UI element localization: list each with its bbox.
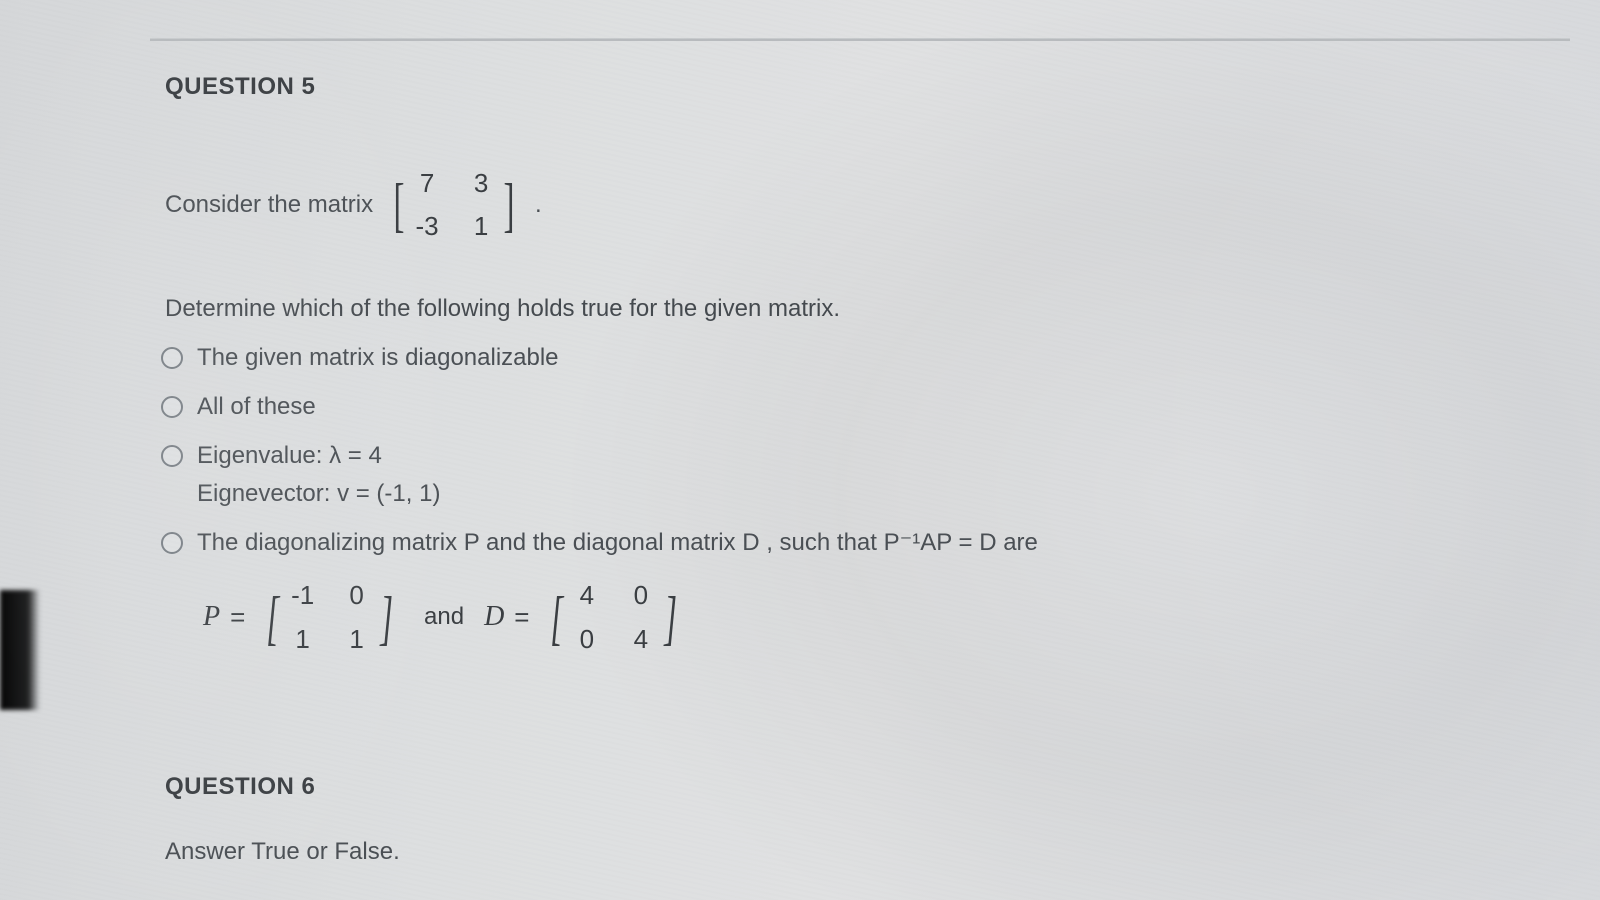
radio-icon	[161, 445, 183, 467]
radio-icon	[161, 347, 183, 369]
question-5-instruction: Determine which of the following holds t…	[165, 292, 1560, 327]
option-2[interactable]: All of these	[161, 390, 1560, 425]
p-label: P	[203, 597, 220, 638]
right-bracket-icon: ]	[504, 178, 515, 232]
matrices-p-d-row: P = [ -1 0 1 1 ] and D = [ 4 0 0	[203, 575, 1560, 660]
matrix-d-body: 4 0 0 4	[569, 575, 659, 660]
option-3-body: Eigenvalue: λ = 4 Eignevector: v = (-1, …	[197, 439, 440, 513]
question-content: QUESTION 5 Consider the matrix [ 7 3 -3 …	[165, 70, 1560, 870]
matrix-a: [ 7 3 -3 1 ]	[389, 163, 519, 248]
matrix-cell: 0	[343, 577, 371, 615]
left-bracket-icon: [	[267, 591, 280, 645]
option-3[interactable]: Eigenvalue: λ = 4 Eignevector: v = (-1, …	[161, 439, 1560, 513]
matrix-cell: 0	[573, 621, 601, 659]
matrix-cell: 4	[627, 621, 655, 659]
photo-edge-shadow	[0, 590, 40, 710]
prompt-prefix: Consider the matrix	[165, 188, 373, 223]
matrix-cell: 1	[467, 208, 495, 246]
divider-line	[150, 38, 1570, 41]
matrix-cell: 0	[627, 577, 655, 615]
and-word: and	[424, 600, 464, 635]
option-1[interactable]: The given matrix is diagonalizable	[161, 341, 1560, 376]
equals-sign: =	[514, 599, 529, 637]
right-bracket-icon: ]	[664, 591, 677, 645]
matrix-cell: 1	[343, 621, 371, 659]
radio-icon	[161, 396, 183, 418]
matrix-cell: 7	[413, 165, 441, 203]
prompt-suffix: .	[535, 188, 542, 223]
options-group: The given matrix is diagonalizable All o…	[161, 341, 1560, 660]
matrix-a-body: 7 3 -3 1	[409, 163, 499, 248]
matrix-d: [ 4 0 0 4 ]	[545, 575, 682, 660]
matrix-p-body: -1 0 1 1	[285, 575, 375, 660]
matrix-p: [ -1 0 1 1 ]	[261, 575, 398, 660]
question-5-prompt: Consider the matrix [ 7 3 -3 1 ] .	[165, 163, 1560, 248]
radio-icon	[161, 532, 183, 554]
option-4-line-1: The diagonalizing matrix P and the diago…	[197, 526, 1038, 561]
option-2-text: All of these	[197, 390, 316, 425]
option-4-body: The diagonalizing matrix P and the diago…	[197, 526, 1038, 561]
option-1-text: The given matrix is diagonalizable	[197, 341, 559, 376]
d-label: D	[484, 597, 504, 638]
matrix-cell: 4	[573, 577, 601, 615]
matrix-cell: -3	[413, 208, 441, 246]
right-bracket-icon: ]	[380, 591, 393, 645]
question-6-text: Answer True or False.	[165, 835, 1560, 870]
left-bracket-icon: [	[551, 591, 564, 645]
question-6-block: QUESTION 6 Answer True or False.	[165, 770, 1560, 870]
question-5-title: QUESTION 5	[165, 70, 1560, 105]
matrix-cell: 1	[289, 621, 317, 659]
option-3-line-2: Eignevector: v = (-1, 1)	[197, 477, 440, 512]
option-3-line-1: Eigenvalue: λ = 4	[197, 439, 440, 474]
equals-sign: =	[230, 599, 245, 637]
matrix-cell: -1	[289, 577, 317, 615]
question-6-title: QUESTION 6	[165, 770, 1560, 805]
left-bracket-icon: [	[394, 178, 405, 232]
option-4[interactable]: The diagonalizing matrix P and the diago…	[161, 526, 1560, 561]
matrix-cell: 3	[467, 165, 495, 203]
